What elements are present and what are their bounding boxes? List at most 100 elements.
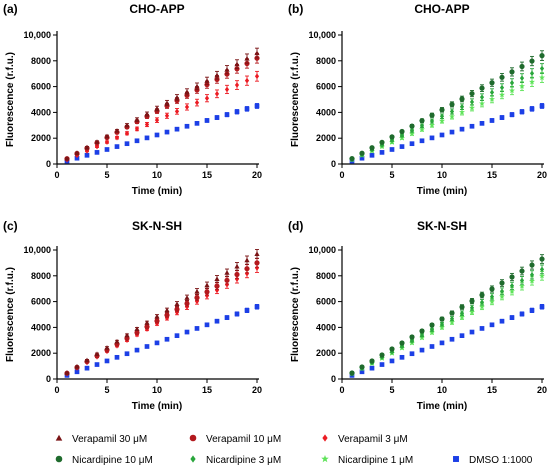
data-point	[499, 84, 505, 91]
data-point	[539, 272, 545, 279]
data-point	[429, 344, 435, 349]
series-verapamil-10-m	[64, 258, 260, 376]
data-point	[459, 126, 465, 132]
data-point	[234, 82, 240, 88]
data-point	[479, 100, 485, 107]
data-point	[234, 61, 240, 67]
legend-marker	[190, 455, 196, 463]
data-point	[359, 364, 365, 370]
data-point	[174, 306, 180, 312]
chart-title: SK-N-SH	[417, 219, 467, 233]
x-tick-label: 20	[252, 385, 262, 395]
data-point	[234, 109, 240, 115]
data-point	[244, 56, 250, 61]
data-point	[539, 256, 545, 262]
data-point	[104, 345, 110, 350]
chart-title: SK-N-SH	[132, 219, 182, 233]
data-point	[174, 94, 180, 100]
data-point	[449, 129, 455, 135]
data-point	[439, 117, 445, 124]
data-point	[64, 370, 70, 375]
x-tick-label: 5	[104, 170, 109, 180]
data-point	[489, 286, 495, 292]
data-point	[349, 155, 355, 162]
series-nicardipine-10-m	[349, 50, 545, 162]
data-point	[489, 96, 495, 102]
data-point	[184, 89, 190, 94]
data-point	[74, 369, 80, 375]
data-point	[184, 104, 190, 110]
data-point	[479, 292, 485, 298]
data-point	[399, 354, 405, 360]
data-point	[439, 340, 445, 346]
data-point	[529, 271, 535, 278]
data-point	[94, 150, 100, 155]
y-tick-label: 8000	[31, 56, 51, 66]
legend-item: Nicardipine 10 μM	[55, 455, 153, 466]
data-point	[439, 324, 445, 330]
chart-panel-b: (b) CHO-APP 0 5 10 15 20 0 2000 4000 6000 8000 10,00…	[288, 2, 547, 197]
data-point	[174, 301, 180, 307]
data-point	[429, 322, 435, 328]
data-point	[489, 89, 495, 96]
data-point	[539, 103, 545, 109]
x-axis-label: Time (min)	[417, 401, 467, 412]
data-point	[114, 144, 120, 149]
data-point	[254, 251, 260, 256]
data-point	[399, 340, 405, 346]
series-nicardipine-3-m	[349, 264, 545, 377]
data-point	[479, 299, 485, 306]
legend-marker	[321, 455, 329, 463]
data-point	[124, 332, 130, 338]
data-point	[529, 308, 535, 313]
x-tick-label: 15	[202, 385, 212, 395]
data-point	[509, 79, 515, 86]
data-point	[184, 295, 190, 300]
data-point	[519, 109, 525, 115]
data-point	[369, 152, 375, 158]
data-point	[449, 336, 455, 342]
data-point	[449, 315, 455, 322]
y-tick-label: 6000	[31, 297, 51, 307]
data-point	[144, 324, 150, 330]
data-point	[194, 83, 200, 89]
data-point	[104, 147, 110, 152]
data-point	[459, 310, 465, 317]
data-point	[144, 344, 150, 349]
x-tick-label: 15	[487, 170, 497, 180]
data-point	[439, 113, 445, 120]
data-point	[244, 308, 250, 313]
y-tick-label: 8000	[31, 271, 51, 281]
series-verapamil-3-m	[64, 263, 260, 377]
data-point	[184, 329, 190, 335]
x-tick-label: 10	[437, 170, 447, 180]
data-point	[539, 65, 545, 72]
data-point	[184, 123, 190, 129]
data-point	[459, 304, 465, 310]
data-point	[489, 322, 495, 328]
data-point	[84, 147, 90, 154]
data-point	[104, 133, 110, 139]
data-point	[539, 53, 545, 59]
y-tick-label: 0	[331, 374, 336, 384]
data-point	[144, 135, 150, 141]
x-tick-label: 0	[339, 385, 344, 395]
data-point	[519, 63, 525, 70]
data-point	[184, 300, 190, 307]
data-point	[449, 108, 455, 115]
data-point	[164, 129, 170, 135]
data-point	[429, 121, 435, 128]
data-point	[114, 134, 120, 141]
data-point	[114, 128, 120, 133]
chart-panel-a: (a) CHO-APP 0 5 10 15 20 0 2000 4000 6000 8000 10,00…	[3, 2, 262, 197]
data-point	[359, 369, 365, 375]
data-point	[254, 103, 260, 109]
legend-marker	[189, 434, 197, 442]
data-point	[389, 147, 395, 152]
data-point	[479, 94, 485, 101]
data-point	[84, 152, 90, 158]
series-verapamil-30-m	[64, 249, 260, 375]
data-point	[459, 313, 465, 320]
data-point	[379, 362, 385, 367]
data-point	[509, 315, 515, 320]
